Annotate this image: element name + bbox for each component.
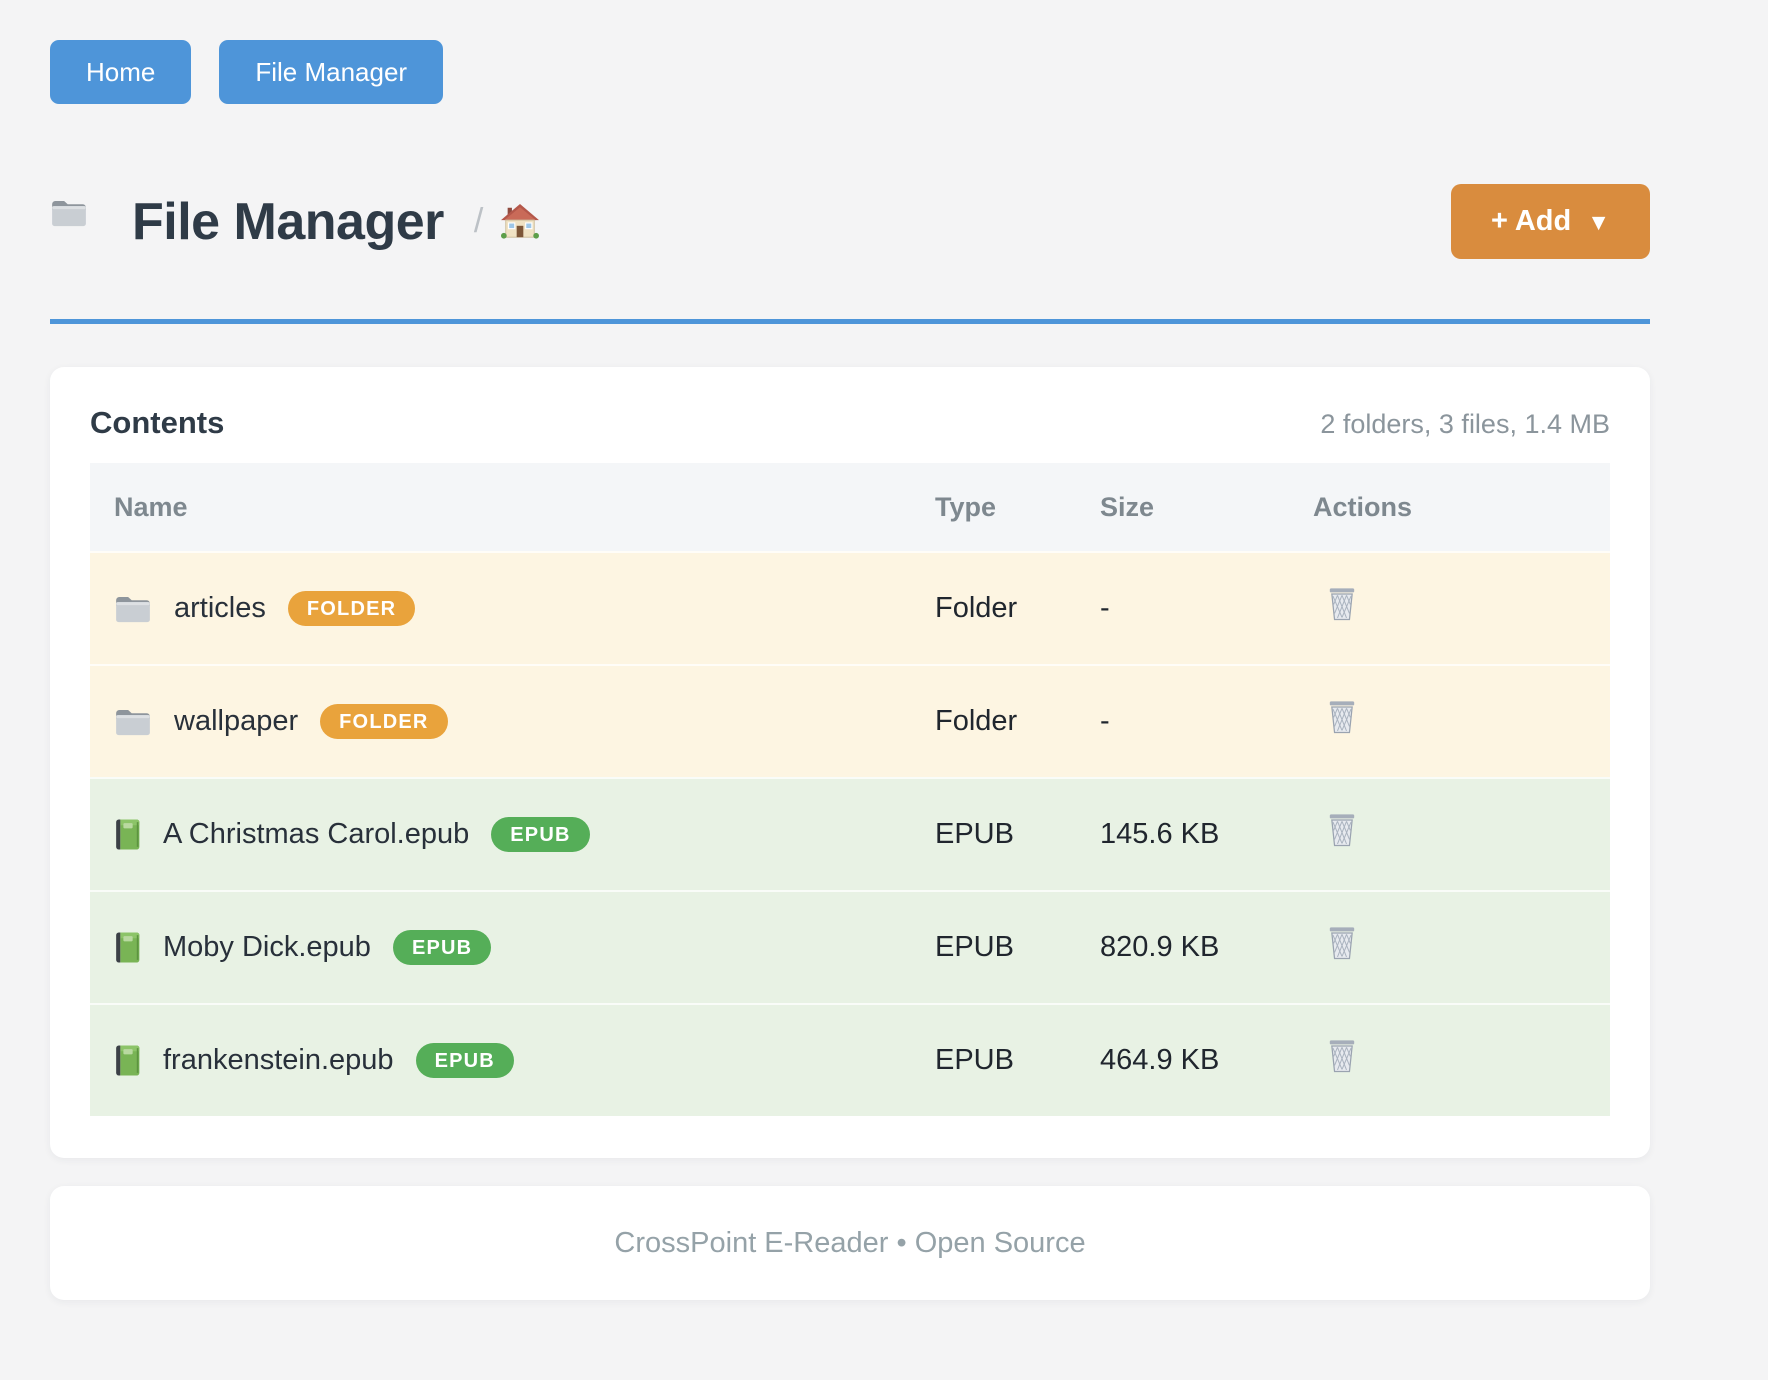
table-row: A Christmas Carol.epub EPUB EPUB 145.6 K… xyxy=(90,777,1610,890)
entry-name[interactable]: Moby Dick.epub xyxy=(163,931,371,963)
entry-type: EPUB xyxy=(935,931,1014,963)
entry-type-badge: FOLDER xyxy=(320,704,448,739)
entry-name[interactable]: A Christmas Carol.epub xyxy=(163,818,470,850)
add-button[interactable]: + Add ▼ xyxy=(1450,184,1650,259)
book-icon xyxy=(114,931,141,964)
contents-card: Contents 2 folders, 3 files, 1.4 MB Name… xyxy=(50,367,1650,1158)
entry-type-badge: FOLDER xyxy=(287,591,416,626)
page-title: File Manager xyxy=(132,192,444,251)
contents-summary: 2 folders, 3 files, 1.4 MB xyxy=(1320,409,1610,439)
folder-icon xyxy=(114,594,152,624)
entry-size: 464.9 KB xyxy=(1100,1044,1220,1076)
column-header-actions: Actions xyxy=(1313,491,1413,522)
entry-name[interactable]: frankenstein.epub xyxy=(163,1044,394,1076)
folder-icon xyxy=(114,707,152,737)
page: Home File Manager File Manager / + Add ▼ xyxy=(50,40,1650,1300)
delete-button[interactable] xyxy=(1327,813,1357,851)
add-button-label: + Add xyxy=(1490,205,1572,237)
file-table: Name Type Size Actions articles FOLDER xyxy=(90,463,1610,1116)
column-header-name: Name xyxy=(114,491,188,522)
entry-type: EPUB xyxy=(935,818,1014,850)
entry-type-badge: EPUB xyxy=(491,817,590,852)
title-group: File Manager / xyxy=(50,192,541,252)
entry-size: 145.6 KB xyxy=(1100,818,1220,850)
trash-icon xyxy=(1327,926,1357,964)
delete-button[interactable] xyxy=(1327,1039,1357,1077)
table-row: wallpaper FOLDER Folder - xyxy=(90,664,1610,777)
column-header-size: Size xyxy=(1100,491,1155,522)
page-header: File Manager / + Add ▼ xyxy=(50,184,1650,259)
chevron-down-icon: ▼ xyxy=(1587,209,1610,235)
column-header-type: Type xyxy=(935,491,997,522)
trash-icon xyxy=(1327,587,1357,625)
entry-name[interactable]: articles xyxy=(174,592,266,624)
breadcrumb: / xyxy=(474,202,541,241)
footer-text: CrossPoint E-Reader • Open Source xyxy=(614,1226,1086,1259)
entry-type-badge: EPUB xyxy=(392,930,492,965)
entry-size: 820.9 KB xyxy=(1100,931,1220,963)
nav-button-home[interactable]: Home xyxy=(50,40,192,104)
contents-heading: Contents xyxy=(90,405,225,440)
entry-type: Folder xyxy=(935,592,1018,624)
entry-size: - xyxy=(1100,592,1110,624)
book-icon xyxy=(114,1044,141,1077)
trash-icon xyxy=(1327,813,1357,851)
breadcrumb-separator: / xyxy=(473,202,484,240)
entry-type-badge: EPUB xyxy=(415,1043,514,1078)
book-icon xyxy=(114,818,141,851)
delete-button[interactable] xyxy=(1327,700,1357,738)
entry-size: - xyxy=(1100,705,1110,737)
entry-type: EPUB xyxy=(935,1044,1014,1076)
header-divider xyxy=(50,319,1650,324)
table-row: articles FOLDER Folder - xyxy=(90,551,1610,664)
folder-icon xyxy=(50,198,108,246)
top-nav: Home File Manager xyxy=(50,40,1650,104)
table-row: Moby Dick.epub EPUB EPUB 820.9 KB xyxy=(90,890,1610,1003)
delete-button[interactable] xyxy=(1327,926,1357,964)
home-icon[interactable] xyxy=(499,203,541,241)
trash-icon xyxy=(1327,700,1357,738)
table-header-row: Name Type Size Actions xyxy=(90,463,1610,551)
trash-icon xyxy=(1327,1039,1357,1077)
nav-button-file-manager[interactable]: File Manager xyxy=(219,40,444,104)
contents-card-header: Contents 2 folders, 3 files, 1.4 MB xyxy=(90,405,1610,441)
entry-name[interactable]: wallpaper xyxy=(174,705,299,737)
table-row: frankenstein.epub EPUB EPUB 464.9 KB xyxy=(90,1003,1610,1116)
entry-type: Folder xyxy=(935,705,1018,737)
delete-button[interactable] xyxy=(1327,587,1357,625)
footer-card: CrossPoint E-Reader • Open Source xyxy=(50,1186,1650,1300)
